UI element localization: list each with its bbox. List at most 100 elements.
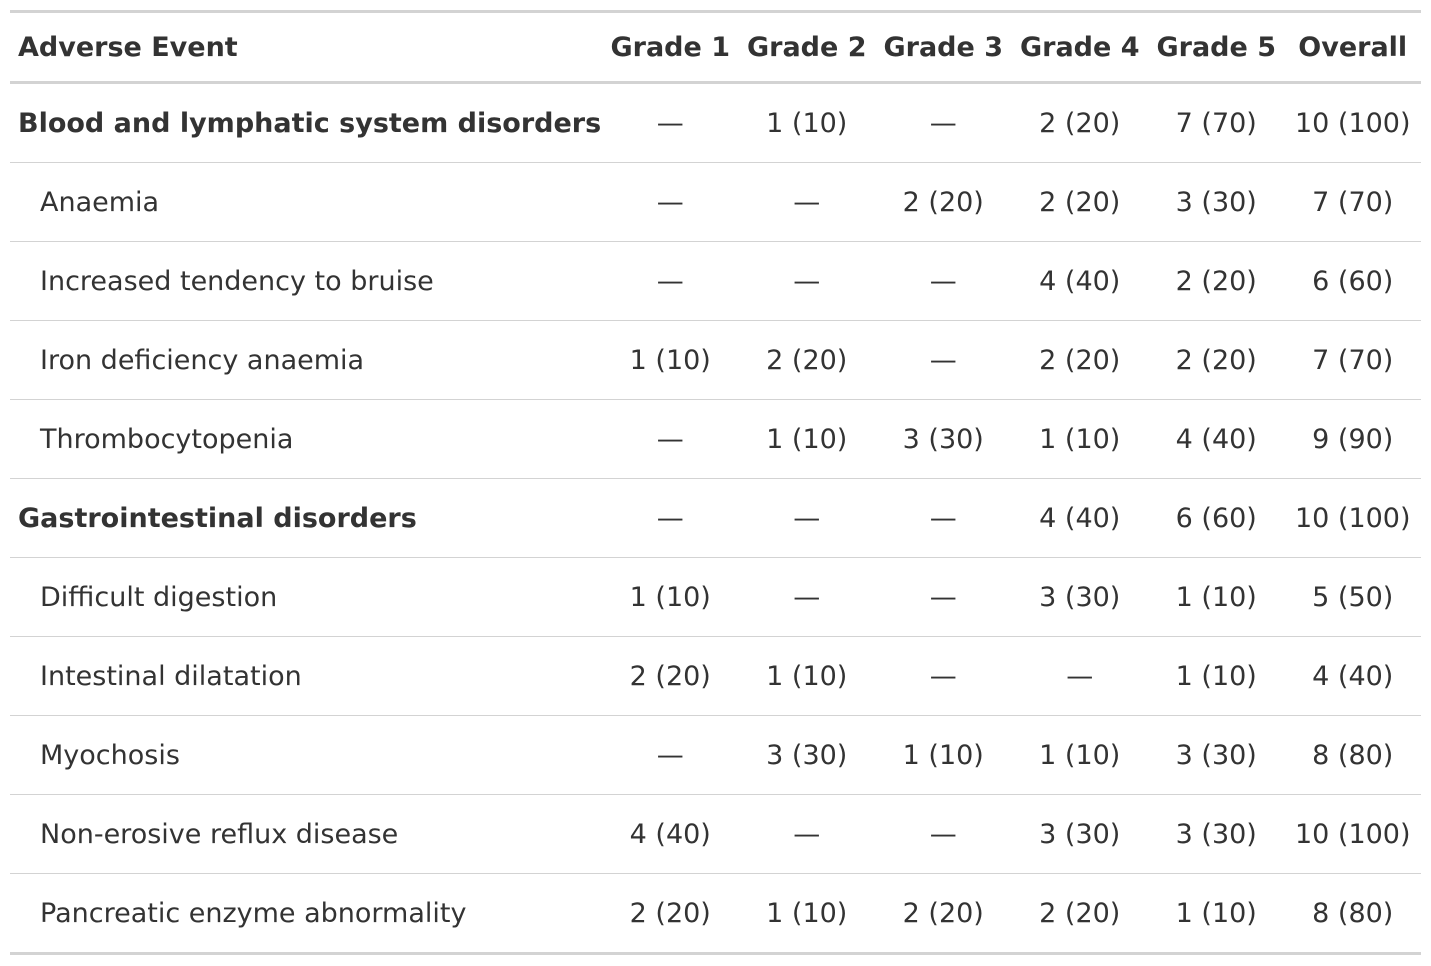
- value-cell: 1 (10): [766, 107, 848, 139]
- row: Iron deficiency anaemia 1 (10) 2 (20) —2 (2…: [10, 320, 1421, 400]
- event-label: Non-erosive reflux disease: [10, 794, 602, 874]
- value-cell: 7 (70): [1284, 162, 1421, 242]
- value-cell: —: [929, 107, 957, 139]
- value-cell: 3 (30): [875, 399, 1012, 479]
- value-cell: 4 (40): [1284, 636, 1421, 716]
- value-cell: 2 (20): [1148, 320, 1285, 400]
- value-cell: 1 (10): [1148, 636, 1285, 716]
- value-cell: 7 (70): [1175, 107, 1257, 139]
- header-cell: Adverse Event: [10, 11, 602, 84]
- value-cell: 3 (30): [1011, 794, 1148, 874]
- value-cell: 2 (20): [1148, 241, 1285, 321]
- value-cell: 2 (20): [1011, 320, 1148, 400]
- value-cell: 3 (30): [738, 715, 875, 795]
- value-cell: —: [602, 715, 739, 795]
- value-cell: 1 (10): [875, 715, 1012, 795]
- value-cell: 10 (100): [1284, 794, 1421, 874]
- value-cell: 3 (30): [1148, 794, 1285, 874]
- value-cell: 3 (30): [1148, 162, 1285, 242]
- value-cell: —: [738, 162, 875, 242]
- event-label: Myochosis: [10, 715, 602, 795]
- value-cell: 2 (20): [875, 162, 1012, 242]
- value-cell: —: [875, 636, 1012, 716]
- event-label: Increased tendency to bruise: [10, 241, 602, 321]
- value-cell: —: [875, 478, 1012, 558]
- table-body: Blood and lymphatic system disorders —1 (…: [10, 83, 1421, 954]
- value-cell: 4 (40): [1148, 399, 1285, 479]
- header-cell: Grade 1: [602, 11, 739, 84]
- event-label: Iron deficiency anaemia: [10, 320, 602, 400]
- header-cell: Grade 5: [1148, 11, 1285, 84]
- value-cell: —: [875, 794, 1012, 874]
- value-cell: 2 (20): [875, 873, 1012, 954]
- value-cell: 4 (40): [1011, 478, 1148, 558]
- group-row: Gastrointestinal disorders — — —4 (40) 6 (60…: [10, 478, 1421, 558]
- value-cell: 10 (100): [1284, 478, 1421, 558]
- group-label: Gastrointestinal disorders: [10, 478, 602, 558]
- value-cell: 2 (20): [1039, 107, 1121, 139]
- value-cell: 2 (20): [1011, 162, 1148, 242]
- value-cell: —: [875, 241, 1012, 321]
- row: Intestinal dilatation 2 (20) 1 (10) — —1 (10…: [10, 636, 1421, 716]
- header-cell: Grade 2: [738, 11, 875, 84]
- value-cell: —: [738, 557, 875, 637]
- value-cell: —: [875, 320, 1012, 400]
- row: Difficult digestion 1 (10) — —3 (30) 1 (10) 5…: [10, 557, 1421, 637]
- group-row: Blood and lymphatic system disorders — 1 (…: [10, 83, 1421, 163]
- value-cell: 1 (10): [1148, 557, 1285, 637]
- value-cell: 1 (10): [738, 873, 875, 954]
- group-label: Blood and lymphatic system disorders: [18, 107, 602, 139]
- header-row: Adverse Event Grade 1 Grade 2 Grade 3 Grade …: [10, 11, 1421, 84]
- event-label: Anaemia: [10, 162, 602, 242]
- value-cell: 4 (40): [1011, 241, 1148, 321]
- value-cell: —: [738, 241, 875, 321]
- value-cell: 4 (40): [602, 794, 739, 874]
- value-cell: 8 (80): [1284, 873, 1421, 954]
- value-cell: 1 (10): [1011, 715, 1148, 795]
- value-cell: 6 (60): [1148, 478, 1285, 558]
- event-label: Thrombocytopenia: [10, 399, 602, 479]
- row: Pancreatic enzyme abnormality 2 (20) 1 (10…: [10, 873, 1421, 954]
- value-cell: —: [1011, 636, 1148, 716]
- adverse-event-table: Adverse Event Grade 1 Grade 2 Grade 3 Grade …: [10, 10, 1421, 955]
- value-cell: 9 (90): [1284, 399, 1421, 479]
- value-cell: 10 (100): [1294, 107, 1411, 139]
- value-cell: —: [875, 557, 1012, 637]
- value-cell: —: [602, 162, 739, 242]
- row: Myochosis —3 (30) 1 (10) 1 (10) 3 (30) 8 (80): [10, 715, 1421, 795]
- header-cell: Grade 4: [1011, 11, 1148, 84]
- row: Non-erosive reflux disease 4 (40) — —3 (30)…: [10, 794, 1421, 874]
- table-header: Adverse Event Grade 1 Grade 2 Grade 3 Grade …: [10, 11, 1421, 84]
- value-cell: 5 (50): [1284, 557, 1421, 637]
- value-cell: 6 (60): [1284, 241, 1421, 321]
- value-cell: —: [602, 399, 739, 479]
- value-cell: 2 (20): [602, 636, 739, 716]
- value-cell: —: [738, 794, 875, 874]
- value-cell: 1 (10): [602, 557, 739, 637]
- value-cell: 1 (10): [738, 399, 875, 479]
- value-cell: —: [602, 478, 739, 558]
- event-label: Difficult digestion: [10, 557, 602, 637]
- value-cell: 8 (80): [1284, 715, 1421, 795]
- value-cell: 1 (10): [738, 636, 875, 716]
- value-cell: 1 (10): [602, 320, 739, 400]
- value-cell: 1 (10): [1148, 873, 1285, 954]
- event-label: Pancreatic enzyme abnormality: [10, 873, 602, 954]
- value-cell: 2 (20): [1011, 873, 1148, 954]
- value-cell: 3 (30): [1148, 715, 1285, 795]
- row: Anaemia — —2 (20) 2 (20) 3 (30) 7 (70): [10, 162, 1421, 242]
- row: Thrombocytopenia —1 (10) 3 (30) 1 (10) 4 (40…: [10, 399, 1421, 479]
- value-cell: 3 (30): [1011, 557, 1148, 637]
- value-cell: 2 (20): [602, 873, 739, 954]
- header-cell: Overall: [1284, 11, 1421, 84]
- value-cell: 2 (20): [738, 320, 875, 400]
- value-cell: 7 (70): [1284, 320, 1421, 400]
- event-label: Intestinal dilatation: [10, 636, 602, 716]
- value-cell: —: [602, 241, 739, 321]
- value-cell: —: [656, 107, 684, 139]
- value-cell: —: [738, 478, 875, 558]
- value-cell: 1 (10): [1011, 399, 1148, 479]
- header-cell: Grade 3: [875, 11, 1012, 84]
- row: Increased tendency to bruise — — —4 (40) 2 (…: [10, 241, 1421, 321]
